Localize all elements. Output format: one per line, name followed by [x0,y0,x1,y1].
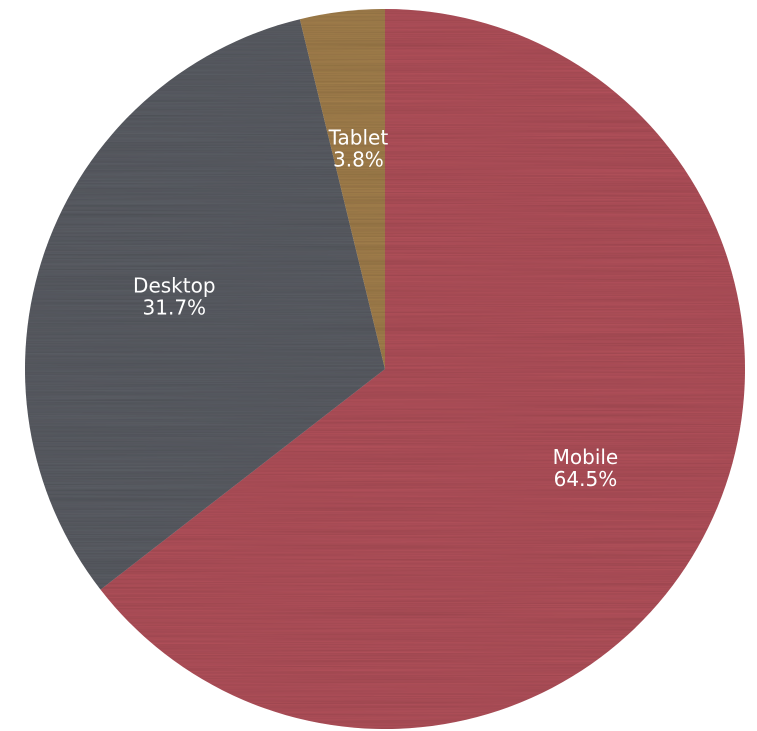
slice-value-label: 31.7% [143,295,207,319]
slice-category-label: Mobile [553,445,619,469]
pie-slice-mobile [100,9,745,729]
pie-slices [24,9,745,729]
slice-value-label: 64.5% [554,467,618,491]
slice-category-label: Tablet [328,125,389,149]
slice-category-label: Desktop [133,273,215,297]
slice-value-label: 3.8% [333,147,384,171]
pie-slice-tablet [299,9,385,369]
pie-slice-desktop [24,19,386,590]
